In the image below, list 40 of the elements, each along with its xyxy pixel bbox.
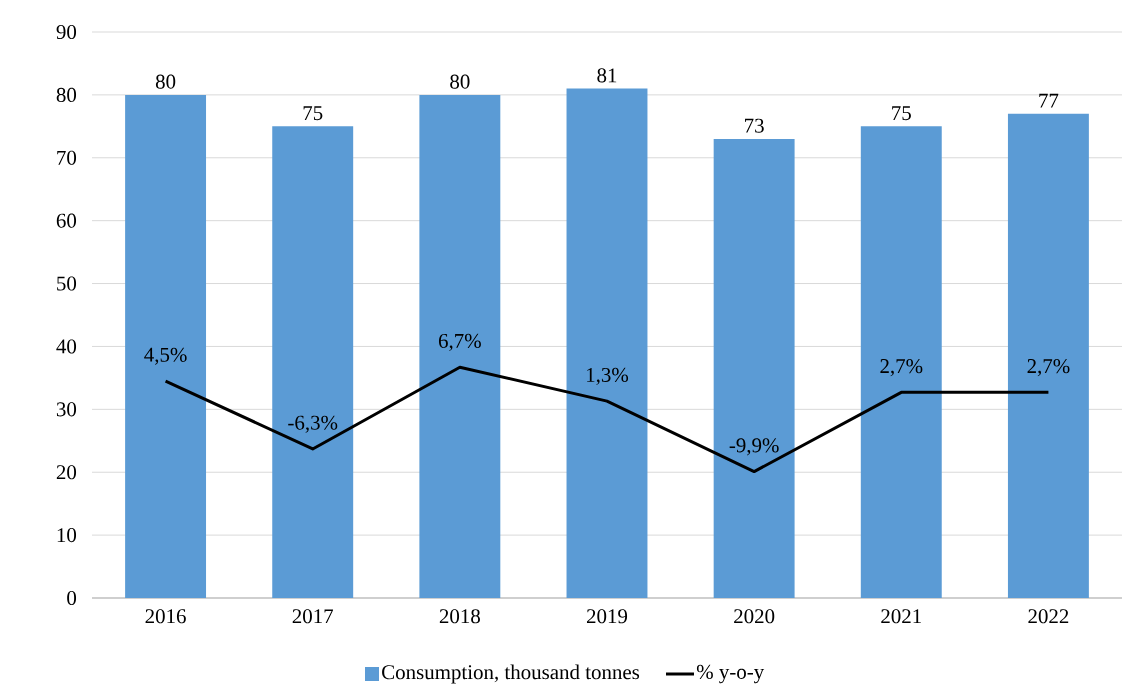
data-label: 81 <box>597 68 617 83</box>
y-tick-label: 40 <box>56 339 77 354</box>
x-tick-label: 2018 <box>439 609 480 624</box>
y-tick-label: 0 <box>67 590 77 606</box>
x-tick-label: 2020 <box>734 609 775 624</box>
x-tick-label: 2021 <box>881 609 921 624</box>
data-label: 1,3% <box>587 367 629 385</box>
x-tick-label: 2017 <box>292 609 334 624</box>
bar <box>860 126 942 598</box>
y-tick-label: 30 <box>56 402 77 417</box>
x-tick-label: 2016 <box>145 609 186 624</box>
data-label: 2,7% <box>880 359 923 377</box>
y-tick-label: 90 <box>56 24 77 40</box>
y-tick-label: 80 <box>56 87 77 102</box>
y-tick-label: 10 <box>57 528 77 543</box>
data-label: 77 <box>1039 93 1059 108</box>
x-tick-label: 2019 <box>586 609 628 624</box>
legend-label: % y-o-y <box>696 664 765 684</box>
y-tick-label: 70 <box>57 150 77 165</box>
data-label: -6,3% <box>288 415 338 433</box>
bar <box>419 94 501 598</box>
data-label: 4,5% <box>144 347 187 365</box>
data-label: 75 <box>892 106 911 121</box>
y-tick-label: 20 <box>56 465 77 480</box>
data-label: 73 <box>745 118 764 133</box>
y-tick-label: 50 <box>57 276 77 291</box>
bar <box>713 138 795 598</box>
bar <box>566 88 648 598</box>
data-label: 6,7% <box>438 333 481 351</box>
data-label: 80 <box>155 74 176 89</box>
data-label: 75 <box>303 106 323 121</box>
bar <box>125 94 207 598</box>
legend-label: Consumption, thousand tonnes <box>382 664 640 684</box>
bar <box>272 126 354 598</box>
x-tick-label: 2022 <box>1028 609 1069 624</box>
data-label: 2,7% <box>1027 359 1070 377</box>
y-tick-label: 60 <box>56 213 77 228</box>
data-label: -9,9% <box>729 438 779 456</box>
bar <box>1007 113 1089 598</box>
data-label: 80 <box>450 74 470 89</box>
